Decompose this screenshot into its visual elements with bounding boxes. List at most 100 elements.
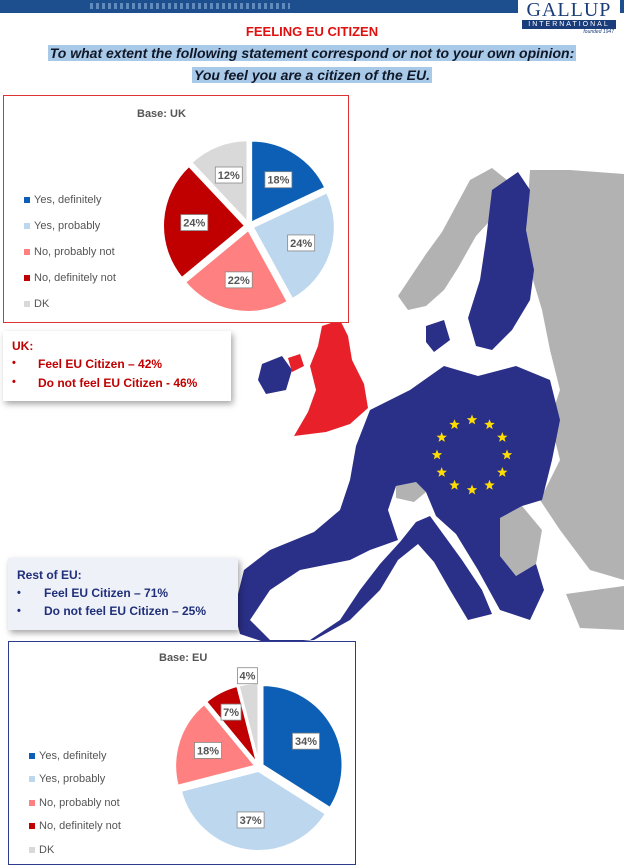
svg-text:24%: 24% [290, 238, 312, 250]
eu-star-icon [436, 432, 447, 442]
uk-legend: Yes, definitely Yes, probably No, probab… [24, 187, 116, 317]
bullet-icon: • [17, 605, 21, 617]
top-banner [0, 0, 624, 13]
eu-pie-chart: 34% 37% 18% 7% 4% [174, 667, 344, 852]
eu-star-icon [501, 449, 513, 460]
uk-slice-no-probably-not [183, 228, 290, 313]
banner-pattern [90, 3, 290, 9]
eu-star-icon [497, 467, 508, 477]
uk-callout-feel: Feel EU Citizen – 42% [38, 357, 163, 371]
svg-text:18%: 18% [197, 745, 219, 757]
uk-callout-not-feel: Do not feel EU Citizen - 46% [38, 376, 198, 390]
russia-shape [526, 170, 624, 580]
legend-swatch [29, 776, 35, 783]
legend-swatch [29, 823, 35, 830]
uk-callout-heading: UK: [12, 339, 34, 353]
uk-chart-title: Base: UK [137, 108, 186, 120]
legend-swatch [24, 301, 30, 307]
uk-data-label-yes-definitely: 18% [264, 171, 293, 189]
legend-swatch [29, 799, 35, 806]
eu-star-icon [436, 467, 447, 477]
uk-pie-chart: 18% 24% 22% 24% 12% [162, 139, 336, 313]
eu-legend: Yes, definitely Yes, probably No, probab… [29, 744, 121, 862]
legend-label: DK [39, 843, 55, 856]
nordic-eu-shape [468, 172, 534, 350]
uk-data-label-yes-probably: 24% [287, 234, 316, 252]
survey-question: To what extent the following statement c… [36, 42, 588, 86]
eu-legend-item-yes-definitely: Yes, definitely [29, 744, 121, 768]
eu-star-icon [431, 449, 443, 460]
question-line-1: To what extent the following statement c… [47, 45, 577, 61]
legend-label: Yes, probably [39, 773, 106, 786]
svg-text:18%: 18% [267, 175, 289, 187]
page-title: FEELING EU CITIZEN [245, 24, 379, 39]
svg-text:24%: 24% [183, 218, 205, 230]
eu-data-label-no-definitely-not: 7% [220, 703, 242, 721]
uk-data-label-dk: 12% [214, 166, 243, 184]
uk-data-label-no-probably-not: 22% [224, 271, 253, 289]
eu-countries [234, 172, 560, 644]
bullet-icon: • [12, 357, 16, 369]
eu-summary-callout: Rest of EU: • Feel EU Citizen – 71% • Do… [8, 558, 238, 630]
eu-star-icon [449, 479, 460, 490]
eu-stars [431, 414, 513, 495]
non-eu-countries [396, 168, 624, 630]
uk-data-label-no-definitely-not: 24% [180, 214, 209, 231]
legend-swatch [24, 223, 30, 229]
legend-label: DK [34, 298, 50, 310]
bullet-icon: • [12, 376, 16, 388]
uk-legend-item-dk: DK [24, 291, 116, 317]
eu-data-label-dk: 4% [237, 667, 258, 685]
eu-callout-heading: Rest of EU: [17, 568, 82, 582]
eu-slice-no-definitely-not [204, 684, 259, 765]
eu-chart-panel: Base: EU Yes, definitely Yes, probably N… [8, 641, 356, 865]
eu-legend-item-dk: DK [29, 838, 121, 862]
europe-map [234, 168, 624, 644]
balkans-shape [500, 506, 542, 576]
uk-legend-item-no-probably-not: No, probably not [24, 239, 116, 265]
uk-chart-panel: Base: UK Yes, definitely Yes, probably N… [3, 95, 349, 323]
gallup-logo: GALLUP INTERNATIONAL founded 1947 [518, 0, 620, 35]
svg-text:12%: 12% [218, 170, 240, 182]
uk-shape [294, 320, 368, 436]
svg-text:22%: 22% [228, 275, 250, 287]
turkey-shape [566, 586, 624, 630]
svg-text:7%: 7% [223, 707, 239, 719]
eu-chart-title: Base: EU [159, 652, 208, 664]
legend-label: No, definitely not [39, 820, 121, 833]
legend-swatch [24, 275, 30, 281]
denmark-shape [426, 320, 450, 352]
eu-data-label-yes-definitely: 34% [292, 732, 320, 750]
legend-label: Yes, definitely [34, 194, 102, 206]
eu-star-icon [449, 419, 460, 430]
northern-ireland-shape [288, 354, 304, 372]
eu-callout-feel: Feel EU Citizen – 71% [44, 586, 169, 600]
legend-label: No, definitely not [34, 272, 116, 284]
question-line-2: You feel you are a citizen of the EU. [192, 67, 432, 83]
eu-star-icon [484, 479, 495, 490]
svg-text:34%: 34% [295, 736, 317, 748]
eu-legend-item-no-definitely-not: No, definitely not [29, 815, 121, 839]
uk-legend-item-no-definitely-not: No, definitely not [24, 265, 116, 291]
bullet-icon: • [17, 587, 21, 599]
eu-star-icon [484, 419, 495, 430]
norway-shape [398, 168, 512, 310]
ireland-shape [258, 356, 292, 394]
eu-star-icon [466, 484, 478, 495]
uk-legend-item-yes-definitely: Yes, definitely [24, 187, 116, 213]
uk-legend-item-yes-probably: Yes, probably [24, 213, 116, 239]
legend-label: Yes, probably [34, 220, 101, 232]
eu-data-label-yes-probably: 37% [236, 811, 265, 829]
legend-swatch [24, 197, 30, 203]
svg-text:37%: 37% [240, 815, 262, 827]
logo-word: GALLUP [526, 0, 612, 21]
legend-swatch [29, 752, 35, 759]
logo-intl: INTERNATIONAL [522, 20, 616, 29]
logo-founded: founded 1947 [583, 29, 614, 35]
svg-text:4%: 4% [240, 671, 256, 683]
continental-eu-shape [234, 366, 560, 644]
eu-slice-yes-probably [179, 769, 328, 852]
legend-label: Yes, definitely [39, 749, 107, 762]
eu-legend-item-no-probably-not: No, probably not [29, 791, 121, 815]
legend-label: No, probably not [39, 796, 120, 809]
